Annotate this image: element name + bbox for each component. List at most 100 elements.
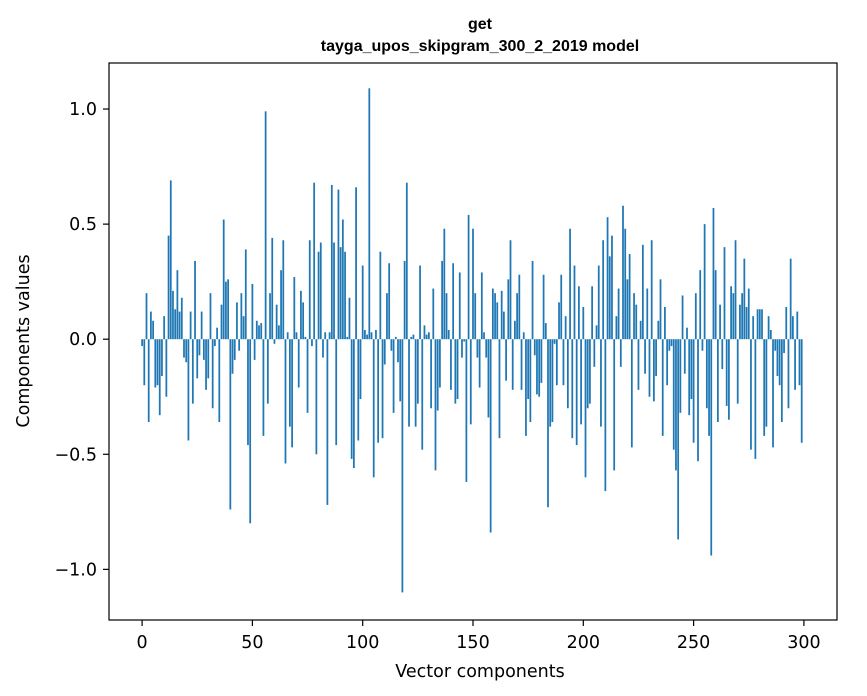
bar [240,293,243,340]
bar [172,290,174,340]
bar [174,309,177,340]
bar [542,274,545,340]
bar [315,339,318,455]
bar [379,251,382,340]
bar [573,265,576,340]
bar [646,288,649,340]
bar [291,339,293,448]
bar [681,295,684,340]
bar [503,311,505,340]
bar [483,332,485,340]
bar [465,339,468,482]
bar [158,339,161,416]
bar [520,339,523,390]
bar [408,339,410,427]
bar [672,339,675,450]
bar [196,339,199,379]
bar [302,302,305,340]
bar [800,339,803,443]
bar [500,290,503,340]
bar [602,240,605,340]
bar [478,339,481,388]
bar [575,339,578,446]
bar [150,311,152,340]
bar [613,339,616,471]
bar [344,251,346,340]
bar [306,339,309,413]
bar [311,339,313,347]
bar [668,339,671,351]
bar [648,339,651,397]
x-axis-ticks: 0 50 100 150 200 250 300 [137,620,821,653]
bar [147,339,150,423]
bar [505,339,507,381]
bar [443,228,446,340]
bar [624,228,627,340]
chart-title: get tayga_upos_skipgram_300_2_2019 model [321,16,639,55]
bar [377,339,380,443]
bar [650,240,653,340]
bar [333,242,335,340]
bar [222,219,225,340]
bar [434,339,437,471]
bar [736,339,739,404]
bar [611,235,613,340]
bar [741,293,744,340]
bar [421,339,424,450]
bar [555,339,558,386]
bar [266,339,269,404]
bar [569,228,571,340]
bar [145,293,148,340]
bar [445,293,448,340]
bar [225,281,227,340]
bar [792,316,794,340]
bar [326,339,329,505]
bar [416,339,419,404]
bar [785,306,788,340]
bar [728,339,730,420]
bar [697,339,699,462]
bar [432,288,435,340]
bar [211,339,214,409]
bar [461,339,463,358]
bar [701,339,704,351]
chart-title-line-2: tayga_upos_skipgram_300_2_2019 model [321,38,639,55]
bar [679,339,682,413]
bar [794,339,796,390]
bar [419,265,421,340]
bar [732,293,735,340]
bar [383,339,386,365]
bar [491,288,494,340]
plot-area-frame [108,62,838,621]
bar [410,336,413,340]
bar [220,304,223,340]
bar [670,339,673,347]
bar [262,339,265,436]
bar [454,339,457,404]
bar [474,293,477,340]
bar [364,329,366,340]
bar [752,316,755,340]
bar [765,339,768,427]
bar [359,339,362,400]
y-axis-label: Components values [14,254,34,427]
bar [350,339,353,459]
bar [714,270,717,340]
bar [339,247,342,340]
bar [597,265,600,340]
bar [169,180,172,340]
bar [233,339,236,360]
x-tick-label: 0 [137,633,148,653]
bar [763,339,766,436]
bar [635,304,638,340]
bar [580,339,582,425]
y-tick-label: 1.0 [69,100,97,120]
bar [778,339,781,386]
y-tick-label: −0.5 [55,445,98,465]
bar [511,339,514,390]
bar [275,304,278,340]
bar [370,332,373,340]
bar [328,332,331,340]
bar [571,339,574,439]
bar [143,339,146,386]
